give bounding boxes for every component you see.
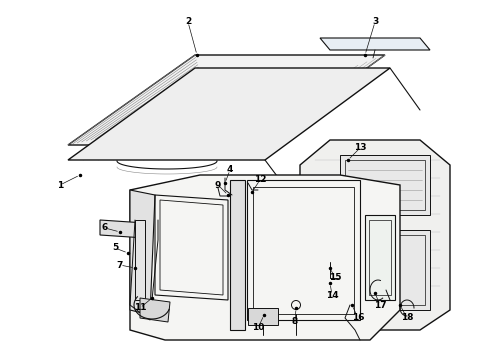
Polygon shape [140,298,170,322]
Text: 8: 8 [292,318,298,327]
Polygon shape [130,190,155,315]
Polygon shape [68,68,390,160]
Text: 12: 12 [254,175,266,184]
Text: 13: 13 [354,144,366,153]
Text: 9: 9 [215,180,221,189]
Polygon shape [118,78,310,133]
Polygon shape [100,220,145,238]
Polygon shape [300,140,450,330]
Polygon shape [248,308,278,325]
Polygon shape [365,215,395,300]
Text: 4: 4 [227,166,233,175]
Text: 14: 14 [326,291,338,300]
Polygon shape [340,155,430,215]
Polygon shape [68,55,385,145]
Text: 11: 11 [134,303,146,312]
Text: 6: 6 [102,224,108,233]
Polygon shape [135,220,145,300]
Text: 7: 7 [117,261,123,270]
Text: 1: 1 [57,180,63,189]
Text: 3: 3 [372,18,378,27]
Polygon shape [340,230,430,310]
Text: 18: 18 [401,314,413,323]
Text: 2: 2 [185,18,191,27]
Text: 17: 17 [374,301,386,310]
Text: 5: 5 [112,243,118,252]
Text: 16: 16 [352,314,364,323]
Text: 10: 10 [252,324,264,333]
Polygon shape [130,175,400,340]
Polygon shape [230,180,245,330]
Polygon shape [320,38,430,50]
Text: 15: 15 [329,274,341,283]
